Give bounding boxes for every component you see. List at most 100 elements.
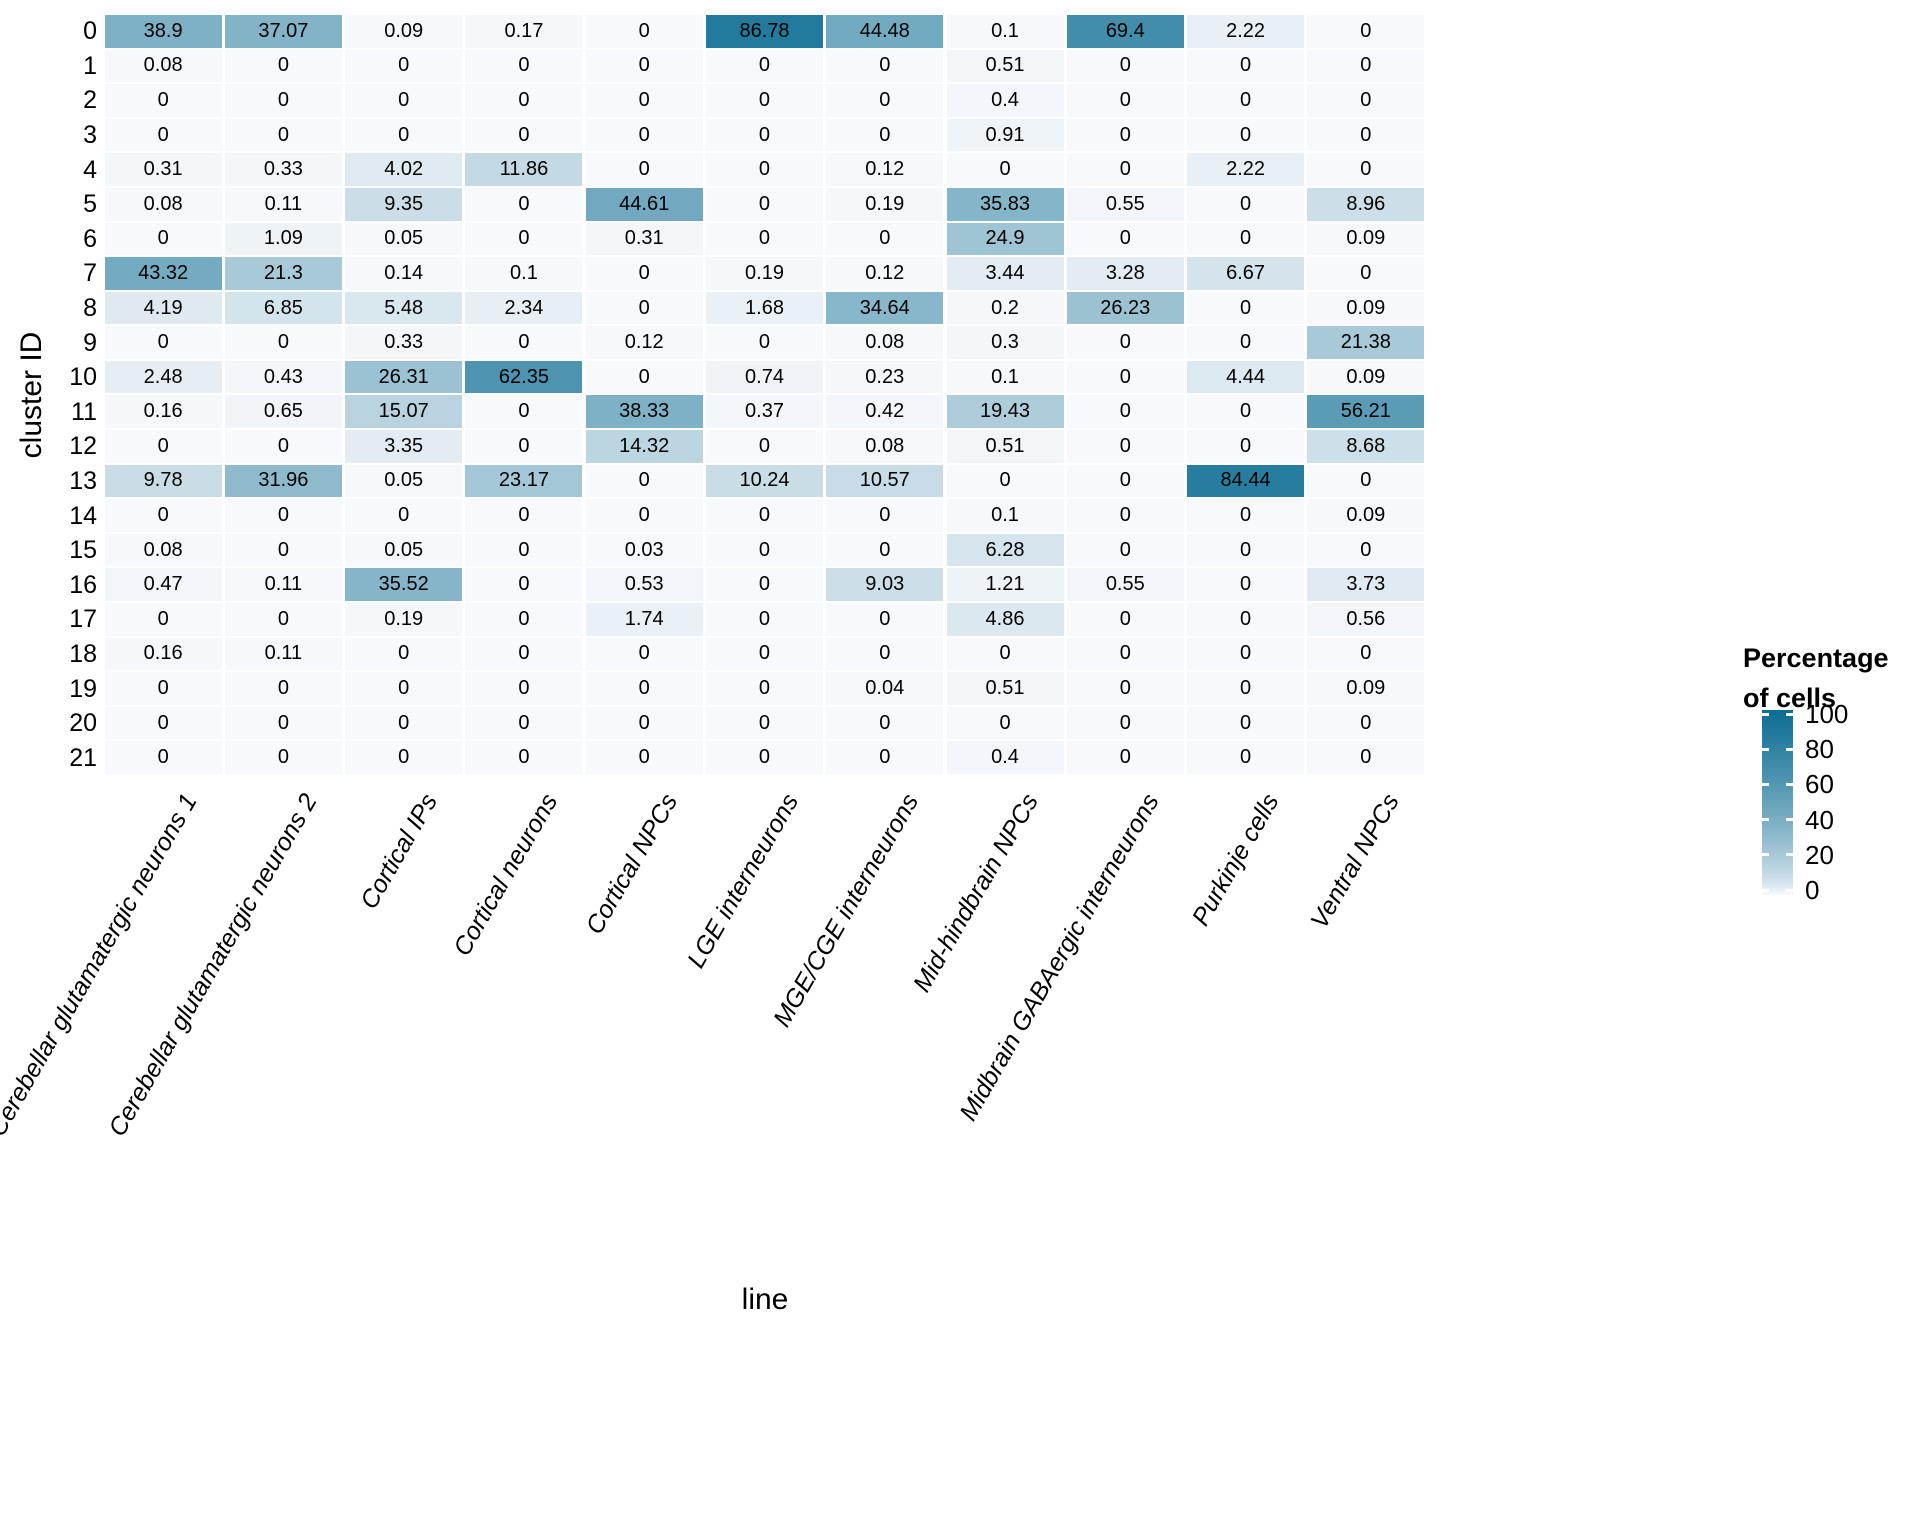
heatmap-cell: 0 xyxy=(345,672,463,705)
heatmap-cell: 0.51 xyxy=(946,430,1064,463)
heatmap-cell: 0.05 xyxy=(345,533,463,567)
heatmap-cell: 0.08 xyxy=(826,326,944,359)
heatmap-cell: 0 xyxy=(1187,430,1305,463)
heatmap-cell: 0 xyxy=(1066,499,1184,532)
colorbar-tick-label: 20 xyxy=(1805,839,1834,870)
heatmap-cell: 0 xyxy=(1307,533,1425,567)
heatmap-cell: 0 xyxy=(706,672,823,705)
heatmap-cell: 43.32 xyxy=(104,257,222,290)
heatmap-cell: 0.14 xyxy=(345,257,463,290)
heatmap-cell: 0 xyxy=(345,118,463,152)
heatmap-cell: 0 xyxy=(1187,637,1305,671)
heatmap-cell: 3.35 xyxy=(345,430,463,463)
heatmap-cell: 0.12 xyxy=(826,257,944,290)
heatmap-cell: 0 xyxy=(1187,603,1305,636)
heatmap-cell: 0 xyxy=(826,84,944,117)
heatmap-cell: 0.19 xyxy=(826,187,944,221)
heatmap-cell: 0.11 xyxy=(224,187,342,221)
heatmap-cell: 0 xyxy=(1066,741,1184,774)
y-tick-label: 20 xyxy=(69,709,97,738)
heatmap-cell: 0 xyxy=(345,49,463,83)
heatmap-cell: 9.78 xyxy=(104,464,222,498)
heatmap-cell: 0 xyxy=(345,706,463,740)
heatmap-cell: 21.38 xyxy=(1307,326,1425,359)
heatmap-cell: 1.21 xyxy=(946,568,1064,602)
heatmap-cell: 34.64 xyxy=(826,291,944,325)
heatmap-cell: 0 xyxy=(104,741,222,774)
heatmap-cell: 0 xyxy=(1187,568,1305,602)
heatmap-cell: 0.11 xyxy=(224,637,342,671)
y-tick-label: 2 xyxy=(83,86,97,115)
heatmap-cell: 0.08 xyxy=(104,187,222,221)
y-tick-label: 7 xyxy=(83,259,97,288)
heatmap-cell: 0 xyxy=(1307,49,1425,83)
heatmap-cell: 0 xyxy=(706,603,823,636)
heatmap-cell: 0 xyxy=(224,741,342,774)
heatmap-cell: 0 xyxy=(1187,118,1305,152)
heatmap-cell: 0 xyxy=(826,118,944,152)
heatmap-cell: 35.83 xyxy=(946,187,1064,221)
heatmap-cell: 14.32 xyxy=(585,430,703,463)
colorbar-tick-label: 80 xyxy=(1805,734,1834,765)
heatmap-cell: 0.08 xyxy=(826,430,944,463)
heatmap-cell: 0.12 xyxy=(585,326,703,359)
heatmap-cell: 0.31 xyxy=(585,222,703,256)
heatmap-cell: 0 xyxy=(1066,672,1184,705)
heatmap-cell: 0.16 xyxy=(104,637,222,671)
heatmap-cell: 24.9 xyxy=(946,222,1064,256)
heatmap-cell: 0 xyxy=(706,326,823,359)
heatmap-cell: 0 xyxy=(1066,395,1184,429)
y-tick-label: 21 xyxy=(69,743,97,772)
heatmap-cell: 0 xyxy=(224,603,342,636)
heatmap-cell: 0 xyxy=(706,153,823,186)
heatmap-cell: 5.48 xyxy=(345,291,463,325)
colorbar-tick xyxy=(1786,818,1793,822)
heatmap-cell: 0.19 xyxy=(345,603,463,636)
heatmap-cell: 0 xyxy=(1187,49,1305,83)
heatmap-cell: 0 xyxy=(465,533,583,567)
heatmap-cell: 0 xyxy=(706,49,823,83)
colorbar-tick xyxy=(1786,888,1793,892)
y-tick-label: 10 xyxy=(69,363,97,392)
heatmap-cell: 0.19 xyxy=(706,257,823,290)
heatmap-cell: 0 xyxy=(465,706,583,740)
y-tick-label: 19 xyxy=(69,674,97,703)
heatmap-cell: 0.1 xyxy=(946,15,1064,48)
heatmap-cell: 0 xyxy=(104,84,222,117)
heatmap-cell: 0 xyxy=(1187,291,1305,325)
heatmap-cell: 0 xyxy=(1307,257,1425,290)
heatmap-cell: 0.09 xyxy=(1307,291,1425,325)
heatmap-cell: 0 xyxy=(1187,533,1305,567)
heatmap-cell: 0 xyxy=(706,187,823,221)
heatmap-cell: 0.4 xyxy=(946,84,1064,117)
y-tick-label: 5 xyxy=(83,190,97,219)
heatmap-cell: 0 xyxy=(1066,533,1184,567)
heatmap-cell: 0 xyxy=(826,741,944,774)
heatmap-cell: 0 xyxy=(465,672,583,705)
heatmap-cell: 26.23 xyxy=(1066,291,1184,325)
heatmap-cell: 0 xyxy=(465,326,583,359)
heatmap-cell: 0 xyxy=(1066,222,1184,256)
heatmap-cell: 0.1 xyxy=(465,257,583,290)
heatmap-cell: 0 xyxy=(1187,672,1305,705)
x-tick-label: Cerebellar glutamatergic neurons 1 xyxy=(0,789,203,1142)
heatmap-cell: 0 xyxy=(826,603,944,636)
heatmap-cell: 44.61 xyxy=(585,187,703,221)
heatmap-cell: 0 xyxy=(1066,430,1184,463)
heatmap-cell: 37.07 xyxy=(224,15,342,48)
heatmap-cell: 0 xyxy=(826,533,944,567)
heatmap-cell: 1.68 xyxy=(706,291,823,325)
heatmap-cell: 0.56 xyxy=(1307,603,1425,636)
heatmap-cell: 0 xyxy=(345,499,463,532)
heatmap-cell: 10.57 xyxy=(826,464,944,498)
y-tick-label: 4 xyxy=(83,155,97,184)
y-tick-label: 12 xyxy=(69,432,97,461)
heatmap-cell: 10.24 xyxy=(706,464,823,498)
heatmap-cell: 0 xyxy=(1187,326,1305,359)
heatmap-cell: 0 xyxy=(465,84,583,117)
x-tick-label: Midbrain GABAergic interneurons xyxy=(954,789,1165,1126)
heatmap-cell: 8.68 xyxy=(1307,430,1425,463)
heatmap-cell: 62.35 xyxy=(465,360,583,394)
heatmap-cell: 0.16 xyxy=(104,395,222,429)
heatmap-cell: 0 xyxy=(465,430,583,463)
